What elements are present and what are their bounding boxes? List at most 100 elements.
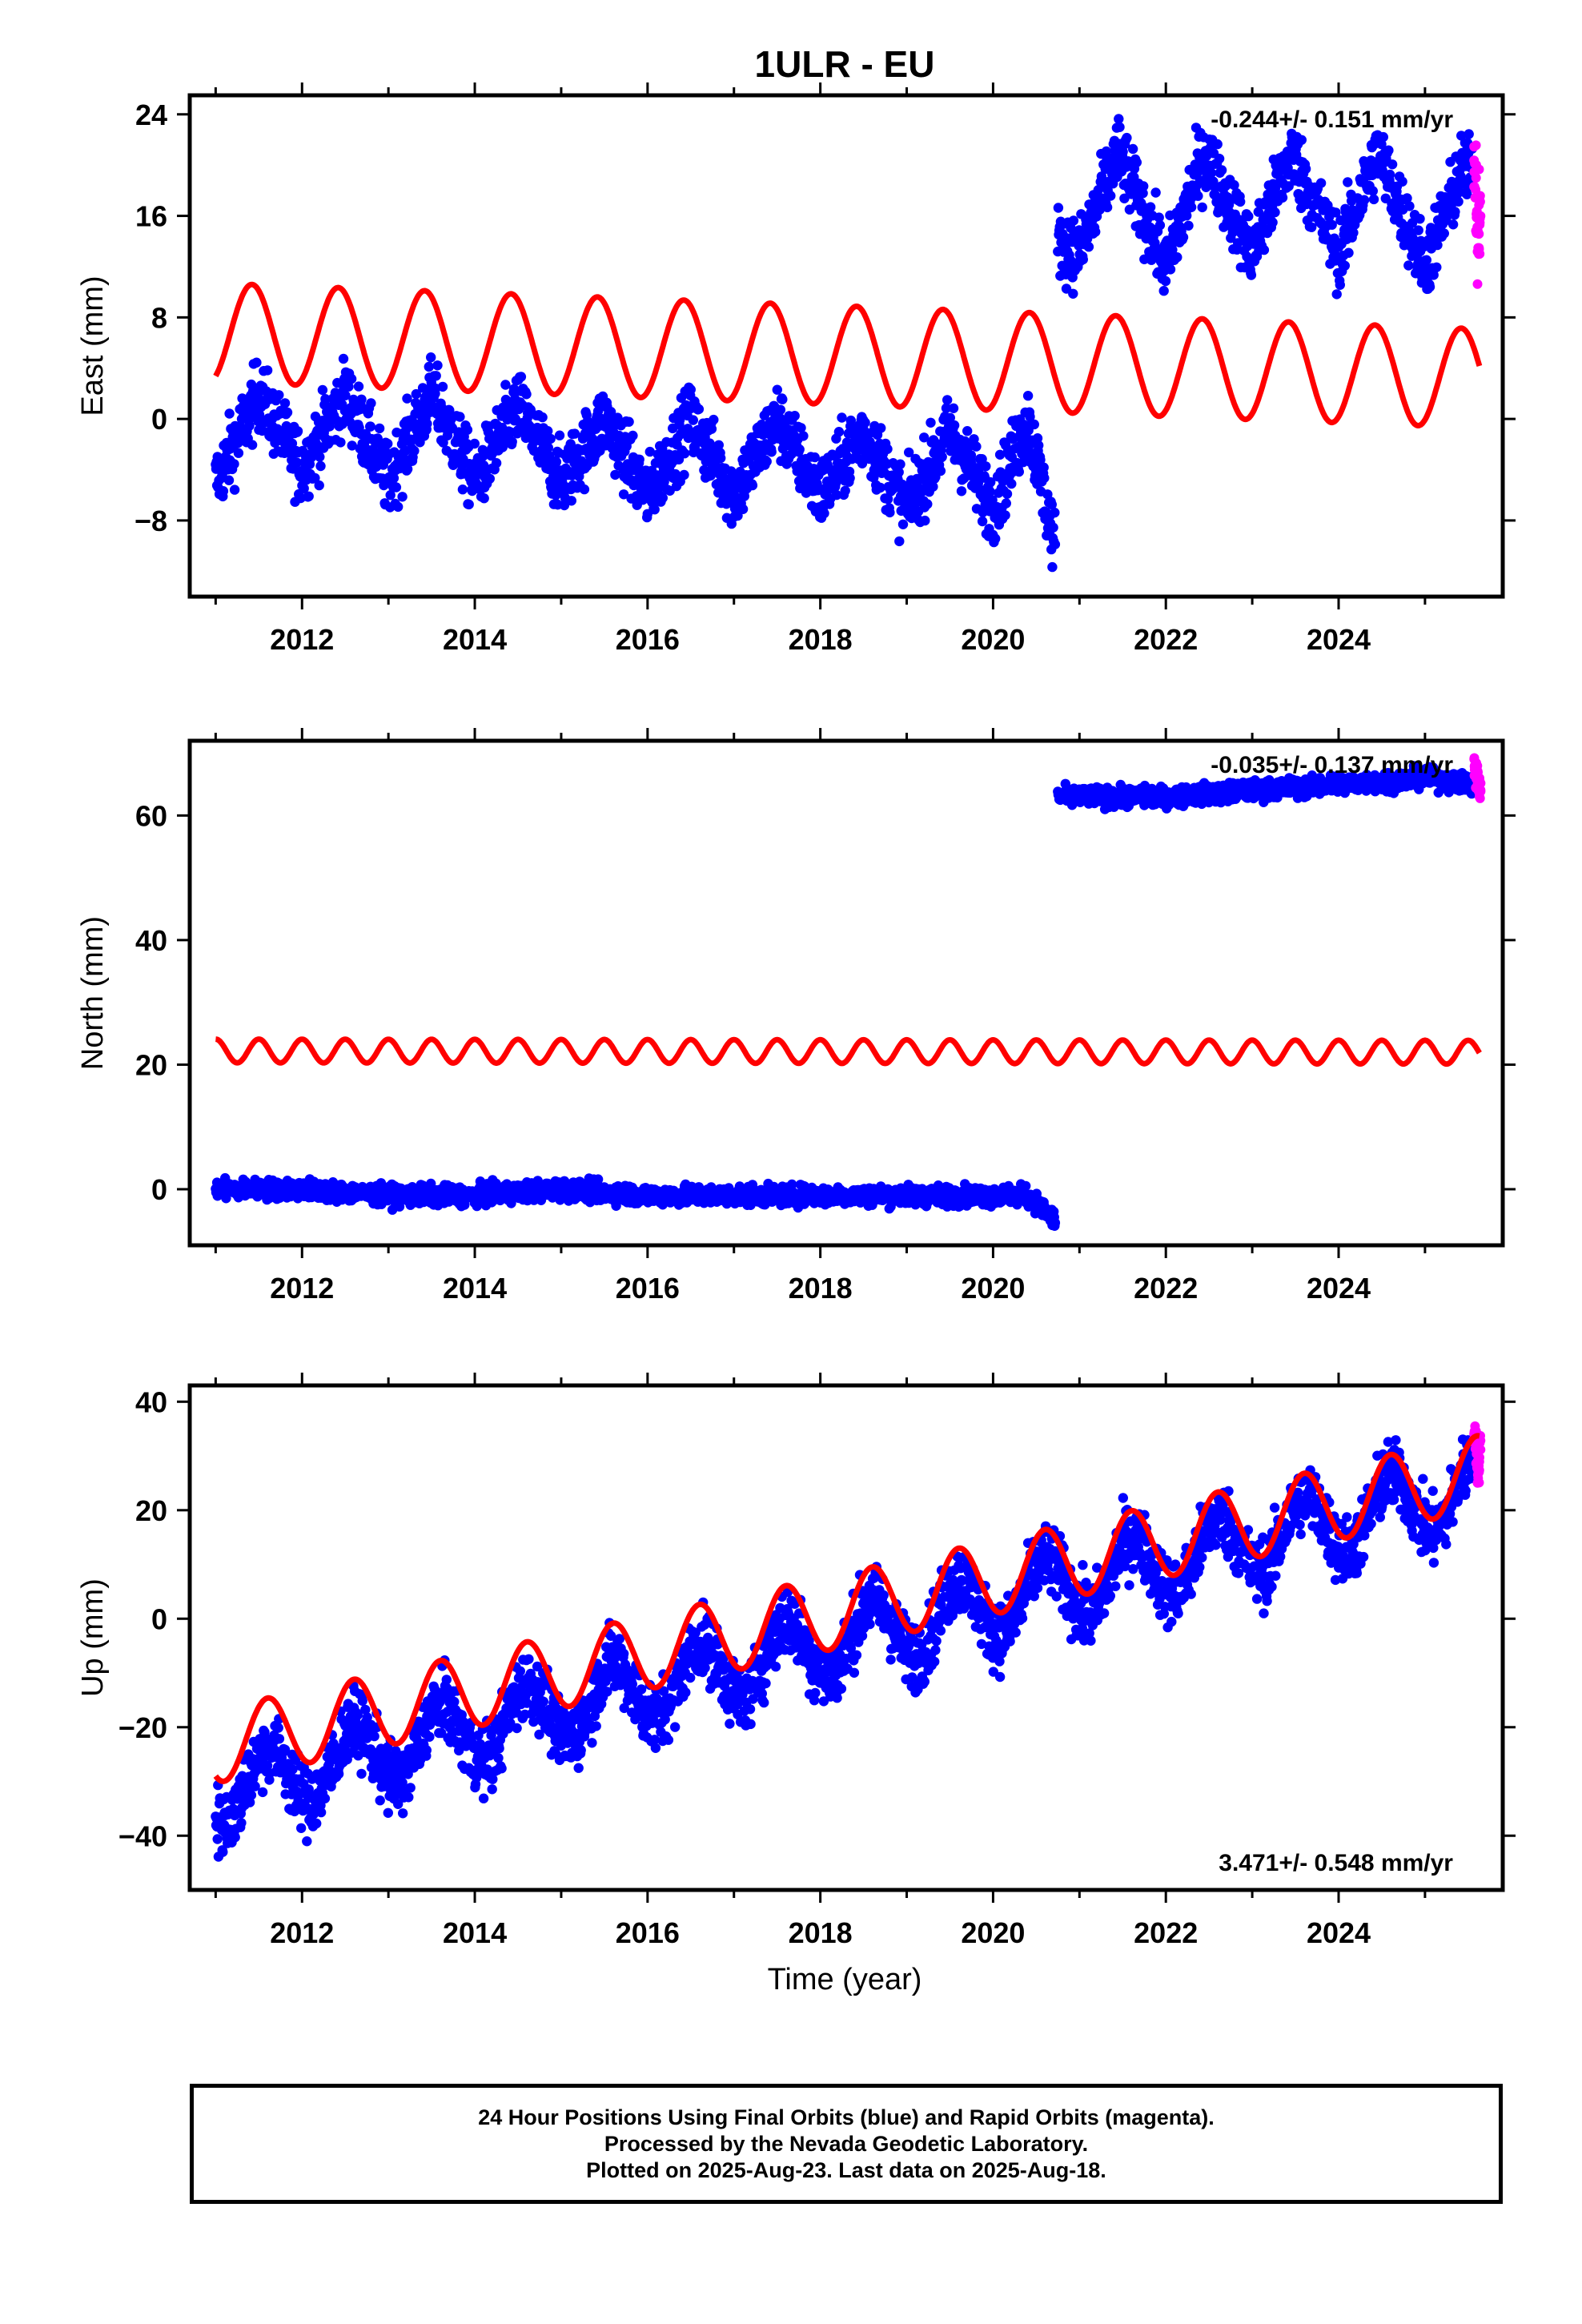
final-orbit-point	[1235, 196, 1246, 207]
final-orbit-point	[218, 486, 229, 497]
final-orbit-point	[1138, 188, 1148, 199]
final-orbit-point	[1078, 254, 1089, 265]
final-orbit-point	[994, 449, 1006, 460]
final-orbit-point	[1006, 478, 1017, 489]
final-orbit-point	[424, 361, 434, 372]
east-rate-label: -0.244+/- 0.151 mm/yr	[1211, 107, 1453, 133]
final-orbit-point	[320, 394, 331, 404]
final-orbit-point	[457, 485, 468, 495]
east-panel: 2012 2014 2016 2018 2020 2022 2024−8081624East…	[76, 82, 1516, 656]
final-orbit-point	[397, 492, 408, 502]
final-orbit-point	[831, 489, 842, 501]
final-orbit-point	[1387, 159, 1398, 170]
final-orbit-point	[566, 496, 576, 506]
final-orbit-point	[1050, 507, 1060, 518]
final-orbit-point	[1158, 286, 1169, 296]
final-orbit-point	[917, 487, 927, 497]
final-orbit-point	[1359, 195, 1370, 205]
final-orbit-point	[1197, 202, 1207, 213]
final-orbit-point	[775, 404, 786, 415]
final-orbit-point	[374, 423, 385, 434]
final-orbit-point	[777, 394, 788, 404]
final-orbit-point	[1154, 212, 1164, 223]
final-orbit-point	[491, 458, 502, 468]
final-orbit-point	[282, 407, 293, 418]
final-orbit-point	[926, 417, 936, 428]
final-orbit-point	[885, 507, 895, 518]
final-orbit-point	[1243, 211, 1254, 222]
rapid-orbit-point	[1472, 228, 1482, 239]
final-orbit-point	[1172, 252, 1182, 263]
final-orbit-point	[391, 427, 402, 438]
final-orbit-point	[1447, 219, 1459, 230]
final-orbit-point	[937, 452, 947, 462]
final-orbit-point	[1378, 131, 1389, 143]
final-orbit-point	[310, 472, 320, 484]
rapid-orbit-point	[1469, 155, 1480, 166]
final-orbit-point	[628, 430, 638, 441]
final-orbit-point	[716, 452, 726, 464]
final-orbit-point	[679, 448, 690, 459]
final-orbit-point	[1167, 244, 1178, 255]
final-orbit-point	[1154, 220, 1166, 231]
final-orbit-point	[949, 420, 960, 431]
final-orbit-point	[845, 472, 855, 484]
rapid-orbit-point	[1471, 140, 1481, 151]
final-orbit-point	[876, 423, 886, 433]
final-orbit-point	[565, 439, 576, 449]
final-orbit-point	[579, 484, 590, 495]
east-y-axis-label: East (mm)	[76, 275, 110, 416]
final-orbit-point	[554, 430, 565, 440]
final-orbit-point	[713, 440, 724, 450]
final-orbit-point	[1315, 178, 1327, 188]
final-orbit-point	[455, 412, 465, 422]
final-orbit-point	[1216, 165, 1227, 175]
final-orbit-point	[772, 384, 782, 395]
east-model-curve	[213, 281, 1483, 428]
final-orbit-point	[747, 480, 758, 491]
final-orbit-point	[1464, 129, 1474, 139]
final-orbit-point	[464, 499, 474, 510]
final-orbit-point	[431, 371, 441, 381]
final-orbit-point	[1307, 222, 1317, 232]
final-orbit-point	[1277, 192, 1288, 203]
final-orbit-point	[299, 483, 309, 494]
final-orbit-point	[1450, 207, 1460, 217]
final-orbit-point	[356, 394, 367, 404]
final-orbit-point	[229, 485, 240, 495]
final-orbit-point	[1122, 132, 1132, 143]
final-orbit-point	[1403, 260, 1414, 271]
final-orbit-point	[1300, 163, 1311, 175]
final-orbit-point	[1397, 176, 1407, 187]
final-orbit-point	[977, 516, 988, 527]
final-orbit-point	[977, 454, 987, 464]
final-orbit-point	[882, 494, 893, 505]
final-orbit-point	[634, 454, 644, 464]
final-orbit-point	[1270, 183, 1281, 193]
final-orbit-point	[229, 459, 239, 469]
final-orbit-point	[794, 444, 805, 455]
final-orbit-point	[1053, 203, 1064, 213]
rapid-orbit-point	[1471, 173, 1481, 183]
final-orbit-point	[1404, 201, 1415, 211]
final-orbit-point	[1259, 244, 1270, 255]
final-orbit-point	[919, 432, 930, 443]
final-orbit-point	[948, 403, 959, 413]
rapid-orbit-point	[1474, 244, 1484, 255]
final-orbit-point	[737, 504, 749, 514]
final-orbit-point	[709, 414, 719, 425]
final-orbit-point	[1407, 218, 1418, 228]
y-tick-label: 0	[151, 403, 167, 436]
final-orbit-point	[893, 467, 904, 477]
final-orbit-point	[1150, 187, 1161, 198]
north-final-orbit-points	[211, 761, 1478, 1232]
y-tick-label: 8	[151, 301, 167, 334]
final-orbit-point	[1212, 139, 1223, 150]
final-orbit-point	[1270, 207, 1280, 218]
final-orbit-point	[1029, 419, 1040, 430]
final-orbit-point	[966, 450, 977, 460]
rapid-orbit-point	[1474, 200, 1484, 211]
final-orbit-point	[1000, 510, 1010, 521]
final-orbit-point	[223, 475, 235, 485]
final-orbit-point	[895, 459, 905, 469]
